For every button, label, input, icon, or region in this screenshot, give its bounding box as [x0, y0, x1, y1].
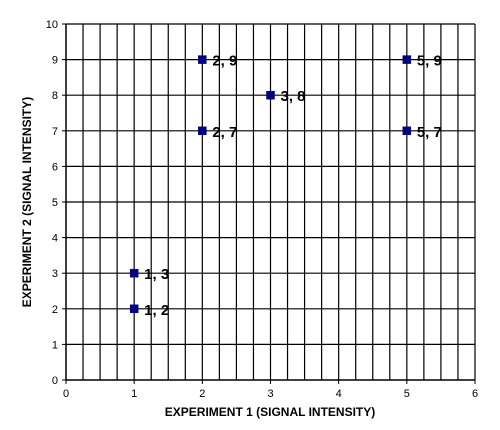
tick-labels: 0 1 2 3 4 5 6 7 8 9 10 0 1 2 3 4 5 6	[46, 19, 478, 400]
y-tick-label: 9	[52, 55, 58, 67]
x-tick-label: 2	[199, 388, 205, 400]
data-label: 5, 7	[417, 124, 442, 141]
y-tick-label: 10	[46, 19, 58, 31]
y-tick-label: 0	[52, 375, 58, 387]
grid-lines	[66, 23, 476, 380]
data-point	[266, 90, 275, 100]
axes	[62, 23, 476, 384]
data-point	[129, 304, 139, 314]
y-tick-label: 4	[52, 233, 58, 245]
data-points: 1, 2 1, 3 2, 7 2, 9 3, 8 5, 7 5, 9	[129, 53, 442, 319]
x-tick-label: 4	[336, 388, 342, 400]
data-point	[198, 55, 207, 64]
data-point	[402, 126, 412, 136]
data-label: 3, 8	[281, 88, 306, 105]
data-point	[129, 268, 139, 278]
x-tick-label: 3	[267, 388, 273, 400]
data-point	[198, 126, 207, 136]
data-point	[402, 55, 412, 64]
y-tick-label: 2	[52, 304, 58, 316]
y-tick-label: 8	[52, 90, 58, 102]
y-tick-label: 1	[52, 339, 58, 351]
y-tick-label: 7	[52, 126, 58, 138]
data-label: 5, 9	[417, 53, 442, 70]
x-tick-label: 1	[131, 388, 137, 400]
data-label: 2, 7	[212, 124, 237, 141]
data-label: 2, 9	[212, 53, 237, 70]
y-tick-label: 6	[52, 161, 58, 173]
y-tick-label: 3	[52, 268, 58, 280]
data-label: 1, 3	[144, 266, 169, 283]
y-axis-title: EXPERIMENT 2 (SIGNAL INTENSITY)	[20, 97, 34, 307]
x-tick-label: 5	[404, 388, 410, 400]
x-axis-title: EXPERIMENT 1 (SIGNAL INTENSITY)	[165, 405, 375, 419]
y-tick-label: 5	[52, 197, 58, 209]
data-label: 1, 2	[144, 302, 169, 319]
x-tick-label: 0	[63, 388, 69, 400]
x-tick-label: 6	[472, 388, 478, 400]
